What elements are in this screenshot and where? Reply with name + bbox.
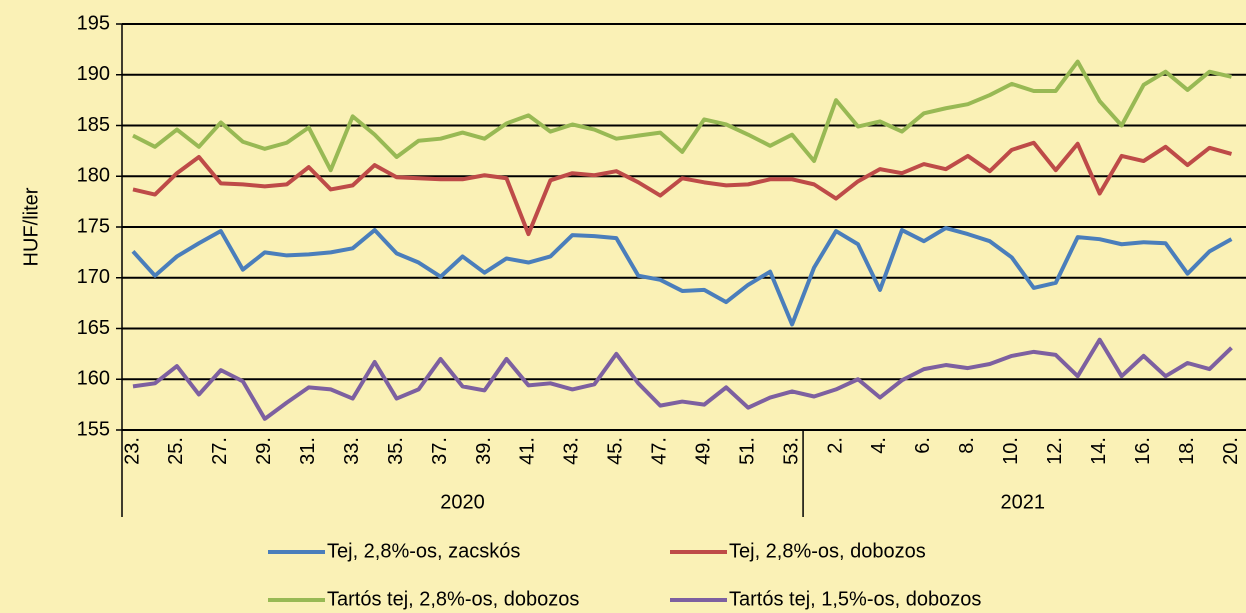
x-tick-label: 23. [121, 437, 143, 465]
x-tick-label: 39. [473, 437, 495, 465]
x-tick-label: 35. [385, 437, 407, 465]
group-label: 2020 [440, 491, 485, 513]
y-tick-label: 180 [77, 165, 110, 187]
y-tick-label: 160 [77, 368, 110, 390]
x-tick-label: 6. [912, 437, 934, 454]
x-tick-label: 10. [1000, 437, 1022, 465]
x-tick-label: 12. [1044, 437, 1066, 465]
x-tick-label: 20. [1220, 437, 1242, 465]
x-tick-label: 4. [868, 437, 890, 454]
legend-label: Tartós tej, 2,8%-os, dobozos [327, 588, 579, 610]
x-tick-label: 37. [429, 437, 451, 465]
x-tick-label: 29. [253, 437, 275, 465]
x-tick-label: 14. [1088, 437, 1110, 465]
y-tick-label: 165 [77, 317, 110, 339]
line-series [132, 337, 1233, 421]
y-tick-label: 155 [77, 418, 110, 440]
legend-label: Tej, 2,8%-os, zacskós [327, 540, 520, 562]
legend-label: Tartós tej, 1,5%-os, dobozos [729, 588, 981, 610]
x-tick-label: 8. [956, 437, 978, 454]
x-tick-label: 33. [341, 437, 363, 465]
x-tick-label: 51. [736, 437, 758, 465]
x-tick-label: 45. [605, 437, 627, 465]
legend-label: Tej, 2,8%-os, dobozos [729, 540, 926, 562]
x-tick-label: 2. [824, 437, 846, 454]
x-tick-label: 41. [517, 437, 539, 465]
line-series [132, 59, 1232, 173]
y-tick-label: 175 [77, 215, 110, 237]
x-tick-label: 47. [649, 437, 671, 465]
x-tick-label: 43. [561, 437, 583, 465]
y-tick-label: 195 [77, 12, 110, 34]
x-tick-label: 49. [692, 437, 714, 465]
y-tick-label: 170 [77, 266, 110, 288]
x-tick-label: 53. [780, 437, 802, 465]
y-tick-label: 185 [77, 114, 110, 136]
line-series [132, 140, 1233, 237]
x-tick-label: 25. [165, 437, 187, 465]
x-tick-label: 16. [1132, 437, 1154, 465]
x-tick-label: 31. [297, 437, 319, 465]
x-tick-label: 27. [209, 437, 231, 465]
group-label: 2021 [1001, 491, 1046, 513]
y-axis-label: HUF/liter [20, 187, 42, 266]
line-series [131, 226, 1233, 327]
x-tick-label: 18. [1176, 437, 1198, 465]
y-tick-label: 190 [77, 63, 110, 85]
